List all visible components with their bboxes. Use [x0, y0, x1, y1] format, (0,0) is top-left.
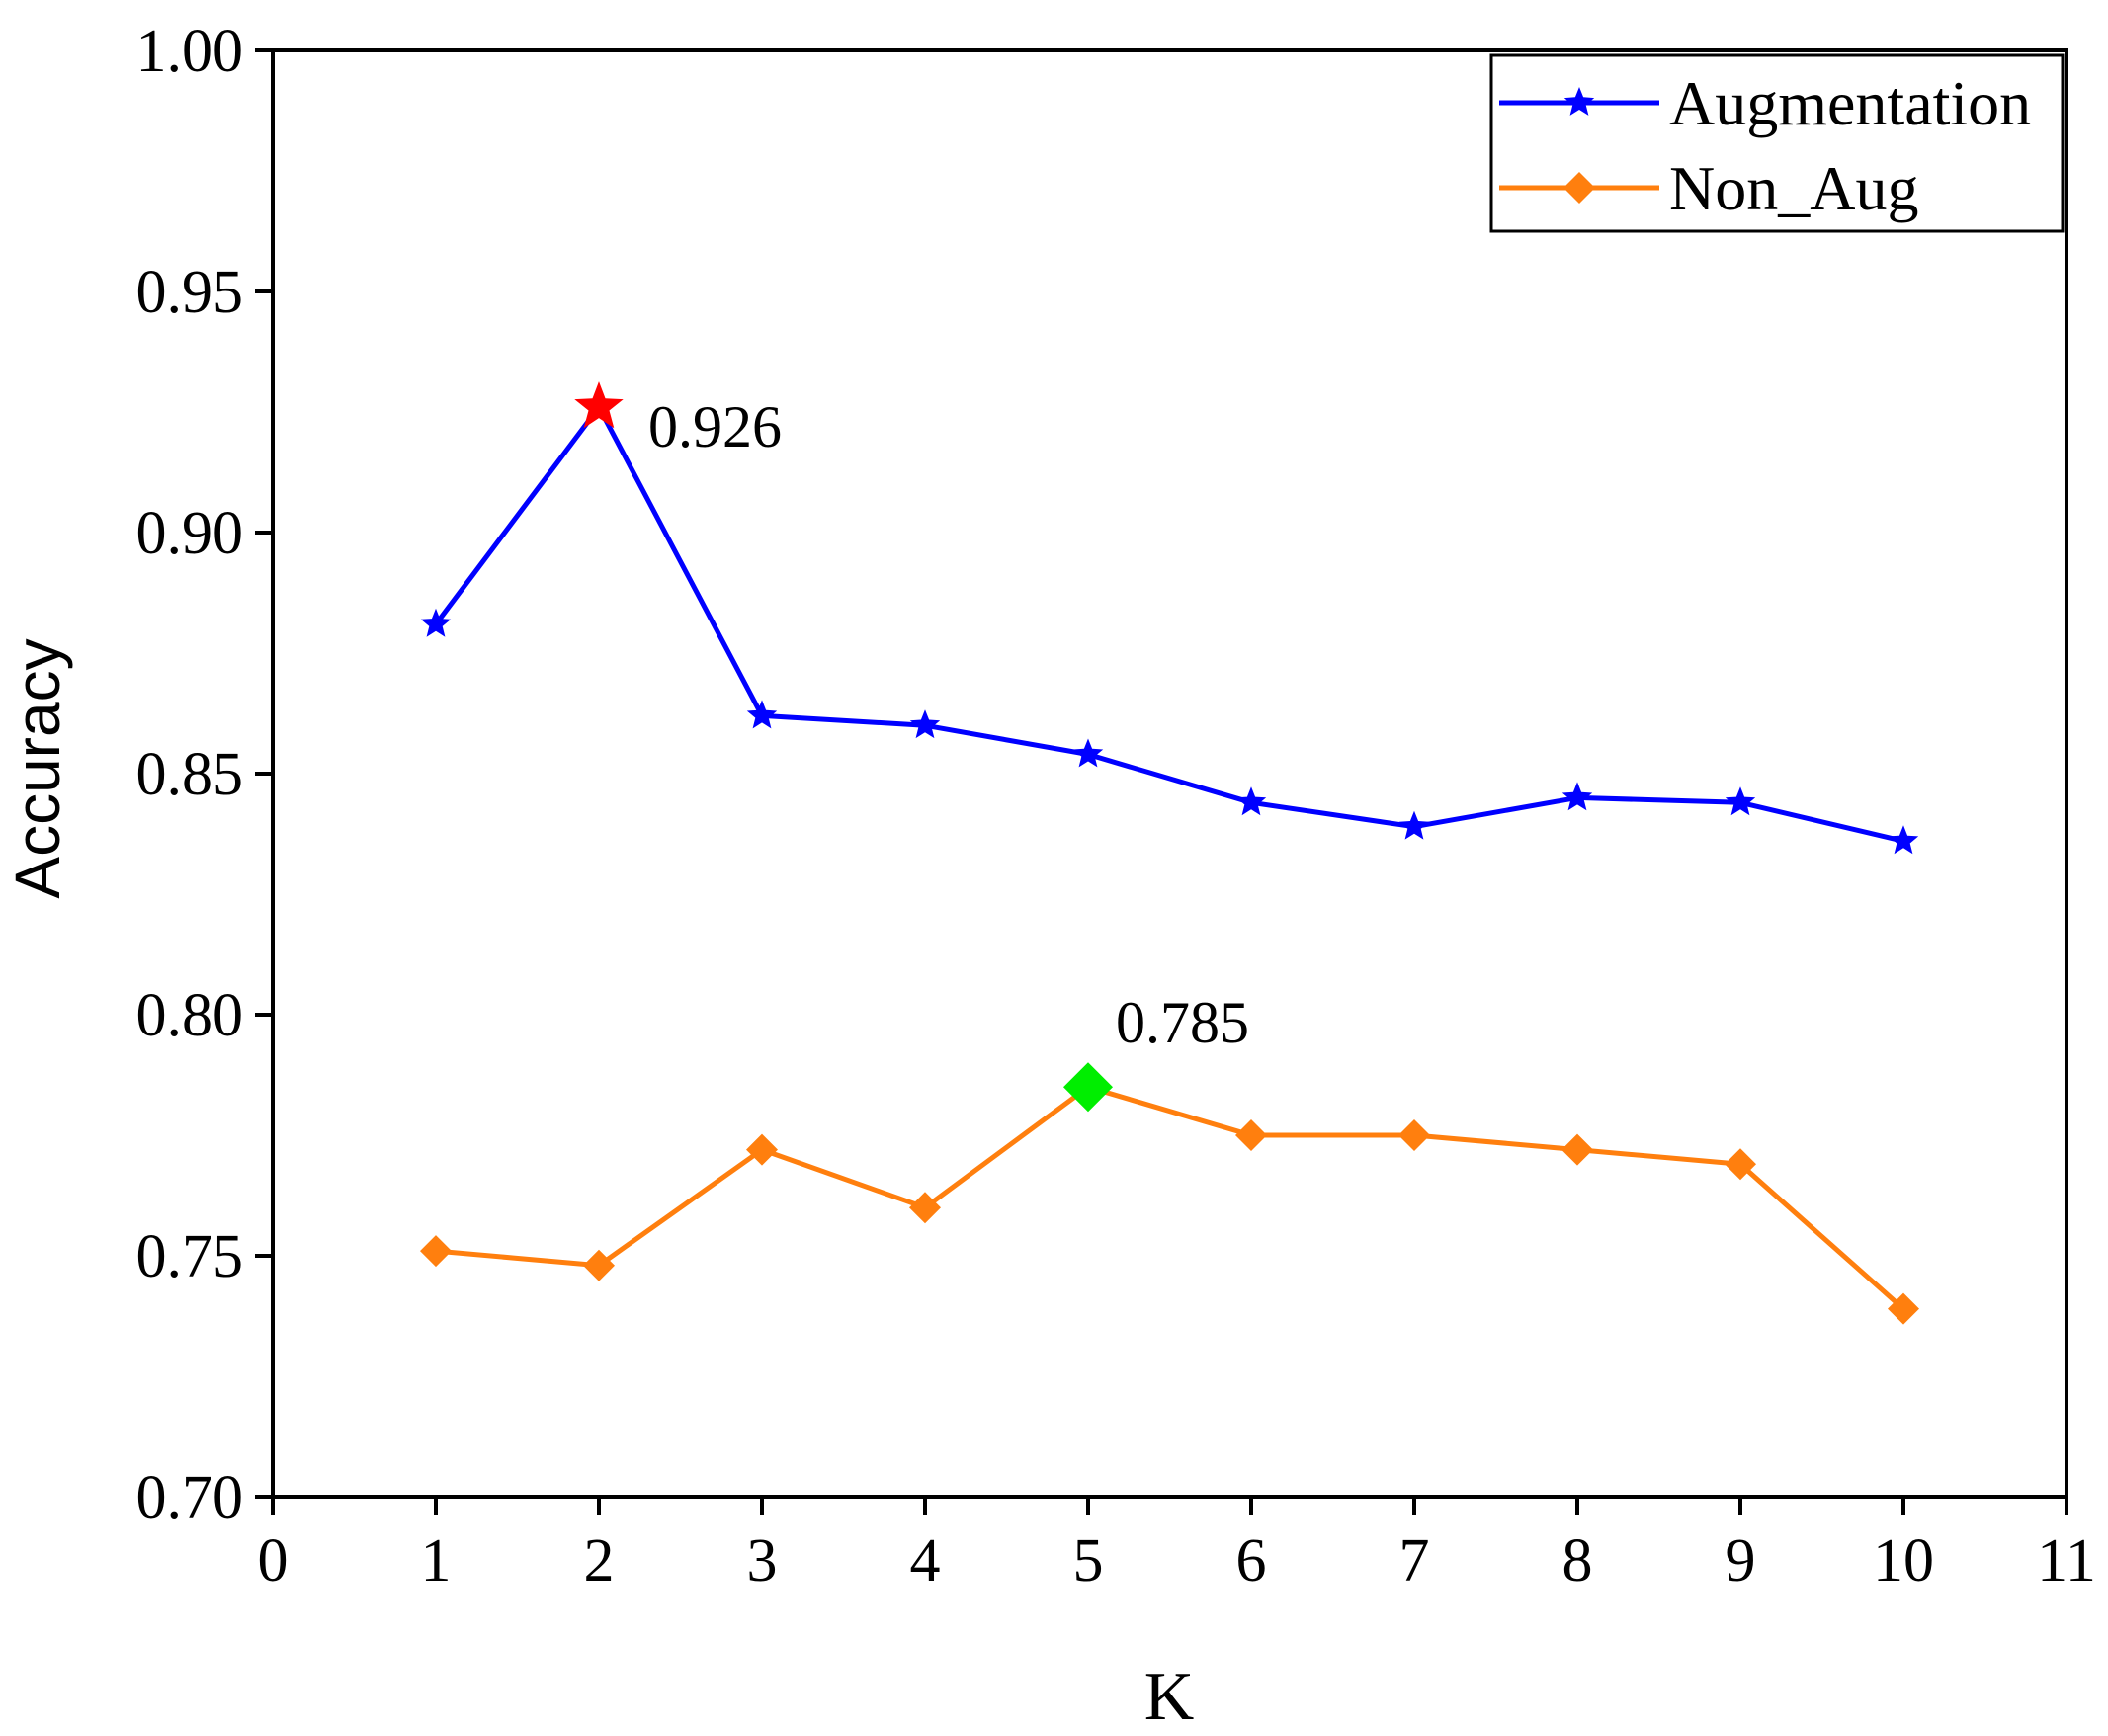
x-tick-label: 0	[258, 1528, 289, 1595]
legend: Augmentation Non_Aug	[1489, 53, 2065, 233]
data-point-augmentation	[1235, 786, 1267, 816]
x-tick-label: 9	[1726, 1528, 1756, 1595]
y-tick-label: 0.90	[136, 500, 244, 567]
plot-frame	[271, 48, 2068, 1499]
data-point-augmentation	[746, 700, 778, 729]
x-tick-label: 11	[2037, 1528, 2096, 1595]
legend-box	[1489, 53, 2065, 233]
x-tick-label: 6	[1236, 1528, 1267, 1595]
data-point-non-aug	[1888, 1292, 1919, 1325]
x-tick-label: 4	[910, 1528, 941, 1595]
y-tick-label: 1.00	[136, 18, 244, 85]
y-tick-label: 0.75	[136, 1223, 244, 1290]
data-point-augmentation	[1398, 810, 1430, 840]
x-tick-label: 8	[1562, 1528, 1593, 1595]
data-point-non-aug	[1725, 1148, 1756, 1181]
series-lines-layer	[434, 404, 1905, 1311]
y-tick-label: 0.85	[136, 741, 244, 808]
data-point-augmentation	[1888, 825, 1919, 855]
highlight-point-0-926	[574, 381, 624, 429]
annotation-label: 0.926	[648, 394, 782, 459]
data-point-non-aug	[1398, 1119, 1430, 1151]
y-tick-label: 0.80	[136, 982, 244, 1049]
axes-layer: 0 1 2 3 4 5 6 7 8 9 10 11 0.70 0.75 0.80 0.85 0.90 0.95 1.…	[136, 18, 2096, 1595]
y-axis-title: Accuracy	[2, 638, 73, 898]
x-tick-label: 3	[747, 1528, 778, 1595]
data-point-non-aug	[420, 1235, 452, 1268]
data-point-non-aug	[583, 1249, 615, 1281]
annotation-label: 0.785	[1116, 990, 1249, 1055]
data-point-non-aug	[746, 1133, 778, 1166]
legend-label-non-aug: Non_Aug	[1669, 153, 1918, 223]
x-tick-label: 7	[1399, 1528, 1430, 1595]
x-tick-label: 10	[1873, 1528, 1934, 1595]
data-point-non-aug	[1561, 1133, 1593, 1166]
data-point-augmentation	[909, 709, 941, 739]
series-line-augmentation	[434, 404, 1904, 844]
series-line-non-aug	[435, 1084, 1905, 1311]
data-point-augmentation	[420, 608, 452, 637]
legend-label-augmentation: Augmentation	[1669, 68, 2031, 138]
data-point-augmentation	[1561, 782, 1593, 811]
x-axis-title: K	[1144, 1659, 1195, 1735]
data-point-non-aug	[1235, 1119, 1267, 1151]
annotations-layer: 0.926 0.785	[574, 381, 1249, 1113]
legend-swatch-marker-augmentation	[1563, 87, 1595, 116]
legend-swatch-marker-non-aug	[1563, 172, 1595, 204]
y-tick-label: 0.95	[136, 259, 244, 326]
data-markers-layer	[420, 608, 1919, 1325]
x-tick-label: 2	[584, 1528, 615, 1595]
data-point-non-aug	[909, 1192, 941, 1224]
data-point-augmentation	[1725, 786, 1756, 816]
x-tick-label: 5	[1073, 1528, 1104, 1595]
data-point-augmentation	[1072, 738, 1104, 768]
x-tick-label: 1	[421, 1528, 452, 1595]
y-tick-label: 0.70	[136, 1464, 244, 1531]
highlight-point-0-785	[1063, 1062, 1113, 1113]
